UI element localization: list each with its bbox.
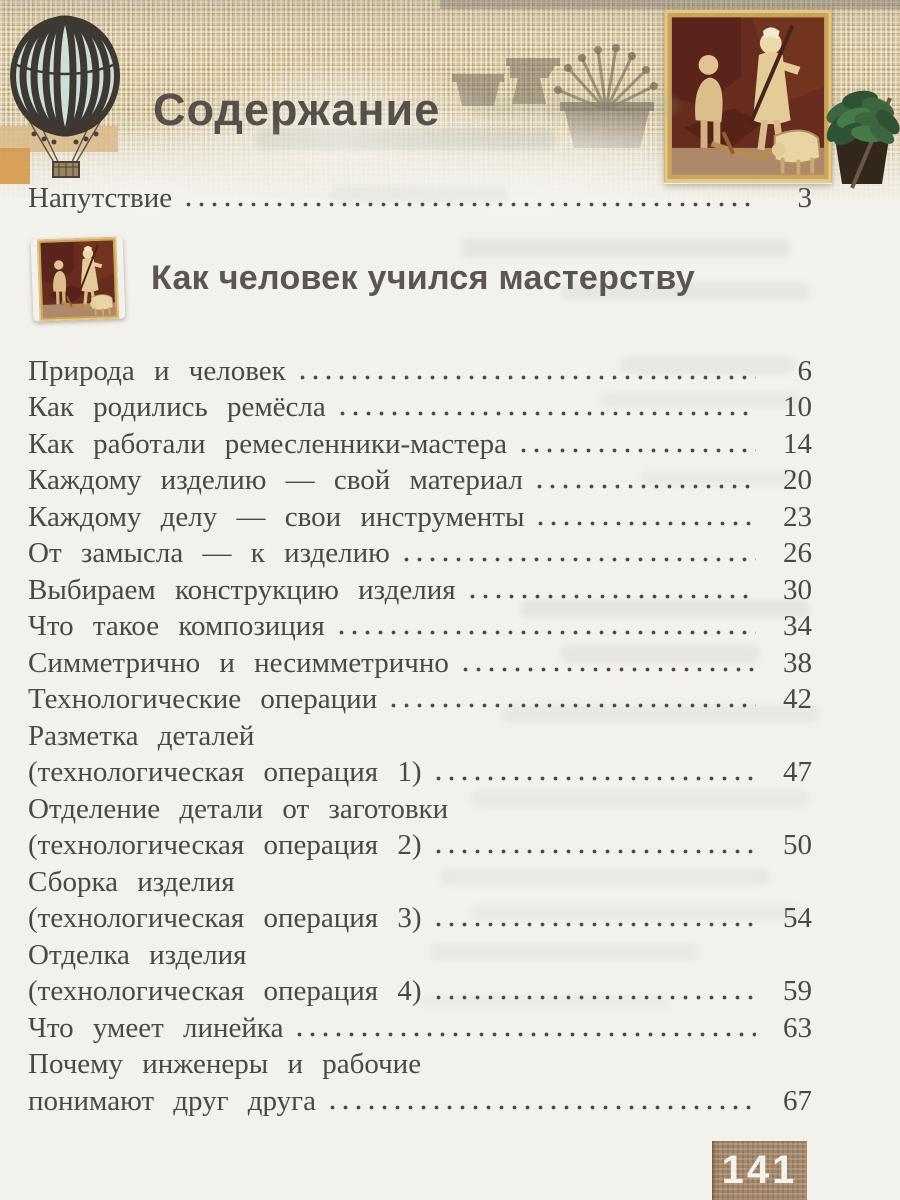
dot-leader bbox=[186, 202, 756, 207]
toc-entry: Почему инженеры и рабочие bbox=[28, 1046, 812, 1083]
toc-entry-label: Природа и человек bbox=[28, 354, 286, 387]
toc-entry-label: Каждому изделию — свой материал bbox=[28, 464, 523, 496]
section-header: Как человек учился мастерству bbox=[32, 238, 812, 320]
toc-entry-label: Что такое композиция bbox=[28, 610, 325, 642]
dot-leader bbox=[435, 995, 756, 1000]
toc-entry-label: Отделение детали от заготовки bbox=[28, 792, 449, 825]
toc-entry-page: 63 bbox=[783, 1011, 812, 1044]
potted-plant-icon bbox=[826, 90, 900, 189]
woven-baskets-and-pincushion-icon bbox=[452, 44, 658, 148]
toc-entry-page: 3 bbox=[797, 182, 813, 214]
dot-leader bbox=[520, 447, 756, 453]
dot-leader bbox=[338, 630, 756, 635]
toc-entry-page: 67 bbox=[783, 1084, 812, 1117]
toc-entry: Как родились ремёсла 10 bbox=[28, 389, 812, 426]
toc-entry: Выбираем конструкцию изделия 30 bbox=[28, 572, 812, 609]
toc-entry: Симметрично и несимметрично 38 bbox=[28, 645, 812, 682]
toc-entry-page: 26 bbox=[783, 537, 812, 569]
page-number: 141 bbox=[721, 1148, 798, 1192]
dot-leader bbox=[538, 520, 756, 526]
toc-entry: Отделение детали от заготовки bbox=[28, 791, 812, 828]
toc-entry-label: Почему инженеры и рабочие bbox=[28, 1048, 422, 1080]
toc-entry-page: 23 bbox=[783, 500, 812, 533]
toc-entry: понимают друг друга 67 bbox=[28, 1083, 812, 1120]
toc-entry-page: 30 bbox=[783, 573, 812, 606]
dot-leader bbox=[403, 557, 756, 562]
medieval-plowing-miniature-icon bbox=[664, 8, 832, 184]
toc-entry-label: (технологическая операция 3) bbox=[28, 902, 422, 934]
toc-entry-label: (технологическая операция 1) bbox=[28, 756, 422, 788]
toc-entry-page: 50 bbox=[783, 829, 812, 861]
toc-entry-label: Каждому делу — свои инструменты bbox=[28, 500, 525, 533]
toc-entry-page: 47 bbox=[783, 756, 812, 788]
toc-entry-label: Выбираем конструкцию изделия bbox=[28, 573, 456, 606]
toc-entry: Каждому делу — свои инструменты 23 bbox=[28, 499, 812, 536]
toc-entry: (технологическая операция 4) 59 bbox=[28, 973, 812, 1010]
toc-entry-page: 42 bbox=[783, 683, 812, 715]
striped-hot-air-balloon-icon bbox=[10, 15, 120, 178]
toc-entry: (технологическая операция 2) 50 bbox=[28, 827, 812, 864]
toc-entry: Сборка изделия bbox=[28, 864, 812, 901]
toc-list: Природа и человек 6 Как родились ремёсла… bbox=[28, 353, 812, 1120]
section-heading: Как человек учился мастерству bbox=[151, 259, 695, 298]
toc-entry-label: понимают друг друга bbox=[28, 1084, 316, 1117]
toc-entry: (технологическая операция 1) 47 bbox=[28, 754, 812, 791]
toc-entry: От замысла — к изделию 26 bbox=[28, 535, 812, 572]
toc-entry-label: Отделка изделия bbox=[28, 938, 247, 971]
toc-entry: Технологические операции 42 bbox=[28, 681, 812, 718]
toc-entry: Разметка деталей bbox=[28, 718, 812, 755]
toc-entry-preface: Напутствие 3 bbox=[28, 180, 812, 217]
medieval-plowing-miniature-icon bbox=[31, 236, 126, 321]
toc-entry: Каждому изделию — свой материал 20 bbox=[28, 462, 812, 499]
dot-leader bbox=[462, 666, 756, 672]
toc-entry-page: 54 bbox=[783, 902, 812, 934]
toc-entry: Природа и человек 6 bbox=[28, 353, 812, 390]
toc-entry-label: Разметка деталей bbox=[28, 719, 255, 752]
dot-leader bbox=[435, 776, 756, 781]
toc-entry-page: 38 bbox=[783, 646, 812, 679]
toc-entry-label: Как родились ремёсла bbox=[28, 391, 326, 423]
dot-leader bbox=[339, 411, 756, 416]
toc-entry: Что умеет линейка 63 bbox=[28, 1010, 812, 1047]
dot-leader bbox=[435, 849, 756, 854]
dot-leader bbox=[536, 484, 756, 489]
dot-leader bbox=[391, 703, 756, 708]
table-of-contents: Напутствие 3 Как человек учился мастерст… bbox=[28, 180, 812, 1119]
dot-leader bbox=[469, 593, 756, 599]
dot-leader bbox=[435, 922, 756, 927]
toc-entry-page: 34 bbox=[783, 610, 812, 642]
toc-entry-page: 20 bbox=[783, 464, 812, 496]
toc-entry-label: Что умеет линейка bbox=[28, 1011, 284, 1044]
dot-leader bbox=[329, 1104, 756, 1110]
toc-entry: (технологическая операция 3) 54 bbox=[28, 900, 812, 937]
page-number-badge: 141 bbox=[712, 1141, 807, 1200]
toc-entry-page: 14 bbox=[783, 427, 812, 460]
toc-entry-label: Сборка изделия bbox=[28, 865, 235, 898]
toc-entry-label: (технологическая операция 2) bbox=[28, 829, 422, 861]
toc-entry-label: Симметрично и несимметрично bbox=[28, 646, 449, 679]
toc-entry-label: От замысла — к изделию bbox=[28, 537, 390, 569]
toc-entry-label: Как работали ремесленники-мастера bbox=[28, 427, 507, 460]
toc-entry-label: Технологические операции bbox=[28, 683, 378, 715]
toc-entry: Что такое композиция 34 bbox=[28, 608, 812, 645]
dot-leader bbox=[297, 1031, 756, 1037]
toc-entry-label: Напутствие bbox=[28, 182, 173, 214]
page-title: Содержание bbox=[153, 84, 441, 135]
toc-entry-page: 10 bbox=[783, 391, 812, 423]
toc-entry-page: 6 bbox=[797, 354, 813, 387]
toc-entry: Отделка изделия bbox=[28, 937, 812, 974]
dot-leader bbox=[299, 374, 756, 380]
toc-entry-page: 59 bbox=[783, 975, 812, 1007]
collage-orange-patch bbox=[0, 148, 30, 184]
toc-entry: Как работали ремесленники-мастера 14 bbox=[28, 426, 812, 463]
toc-entry-label: (технологическая операция 4) bbox=[28, 975, 422, 1007]
